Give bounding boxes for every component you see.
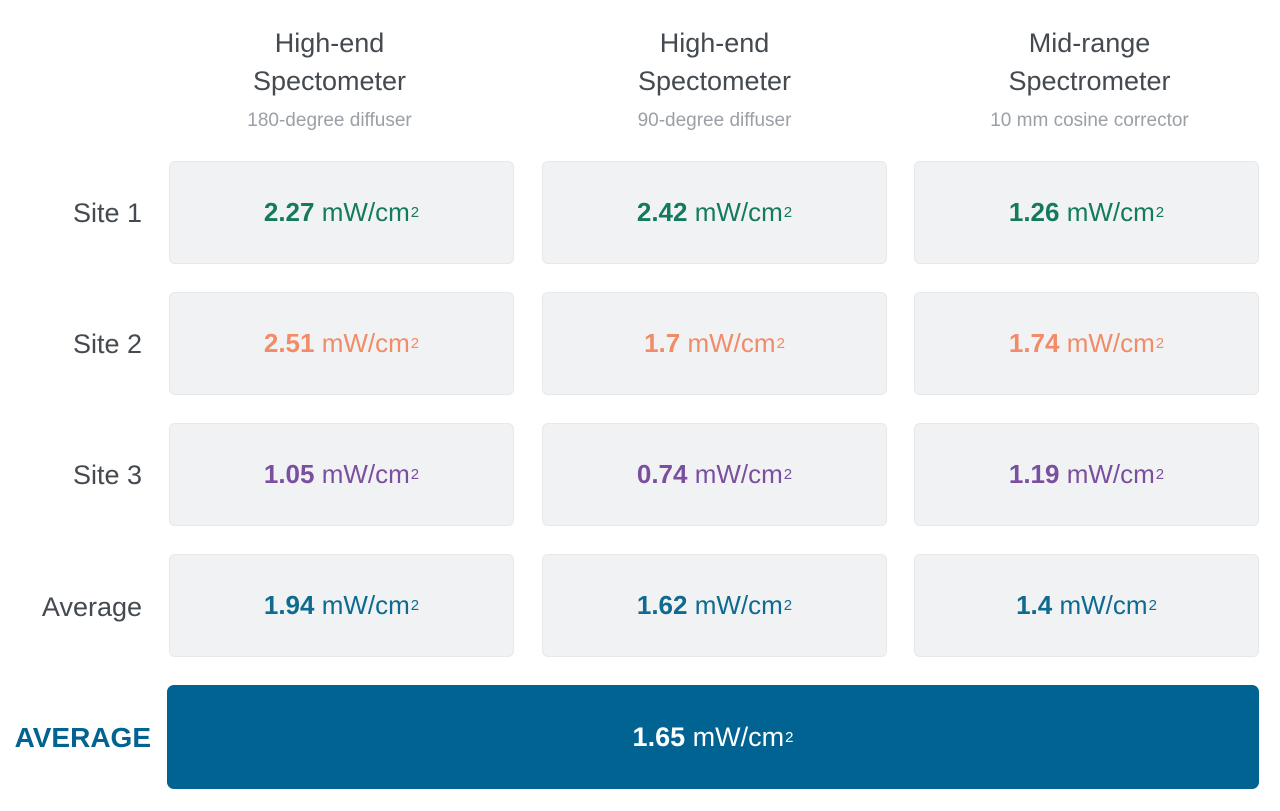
- unit-exponent: 2: [1155, 466, 1165, 483]
- value-cell: 2.51 mW/cm 2: [169, 292, 514, 395]
- row-label-site-3: Site 3: [72, 460, 142, 490]
- value-cell: 1.7 mW/cm 2: [542, 292, 887, 395]
- unit-exponent: 2: [410, 204, 420, 221]
- overall-average-label: AVERAGE: [14, 722, 151, 753]
- value-number: 1.4: [1016, 590, 1053, 620]
- value-cell: 0.74 mW/cm 2: [542, 423, 887, 526]
- value-number: 2.42: [636, 197, 688, 227]
- unit-text: mW/cm: [1066, 197, 1155, 227]
- value-number: 1.26: [1008, 197, 1060, 227]
- unit-text: mW/cm: [321, 197, 410, 227]
- value-cell: 2.27 mW/cm 2: [169, 161, 514, 264]
- unit-exponent: 2: [1148, 597, 1157, 614]
- column-header-1: High-end Spectometer 180-degree diffuser: [157, 24, 502, 133]
- column-title-line2: Spectrometer: [1008, 66, 1171, 96]
- value-number: 0.74: [636, 459, 688, 489]
- value-number: 1.05: [263, 459, 315, 489]
- unit-exponent: 2: [410, 335, 420, 352]
- unit-text: mW/cm: [694, 590, 783, 620]
- row-label-site-1: Site 1: [72, 198, 142, 228]
- unit-exponent: 2: [776, 335, 785, 352]
- column-subtitle: 90-degree diffuser: [637, 110, 792, 131]
- unit-text: mW/cm: [1066, 328, 1155, 358]
- value-number: 1.74: [1008, 328, 1060, 358]
- unit-exponent: 2: [783, 597, 793, 614]
- column-title-line1: Mid-range: [1028, 28, 1151, 58]
- value-number: 2.27: [263, 197, 315, 227]
- value-cell: 1.62 mW/cm 2: [542, 554, 887, 657]
- value-number: 1.19: [1008, 459, 1060, 489]
- unit-exponent: 2: [1155, 335, 1165, 352]
- unit-text: mW/cm: [1059, 590, 1148, 620]
- unit-exponent: 2: [785, 728, 794, 746]
- column-subtitle: 10 mm cosine corrector: [990, 110, 1189, 131]
- value-number: 1.94: [263, 590, 315, 620]
- unit-text: mW/cm: [321, 590, 410, 620]
- column-title-line2: Spectometer: [637, 66, 792, 96]
- value-cell: 1.19 mW/cm 2: [914, 423, 1259, 526]
- unit-text: mW/cm: [694, 197, 783, 227]
- overall-average-bar: 1.65 mW/cm 2: [167, 685, 1259, 789]
- value-cell: 1.74 mW/cm 2: [914, 292, 1259, 395]
- unit-text: mW/cm: [321, 459, 410, 489]
- value-cell: 1.05 mW/cm 2: [169, 423, 514, 526]
- column-header-2: High-end Spectometer 90-degree diffuser: [542, 24, 887, 133]
- value-number: 1.7: [644, 328, 681, 358]
- column-header-3: Mid-range Spectrometer 10 mm cosine corr…: [917, 24, 1262, 133]
- value-number: 1.62: [636, 590, 688, 620]
- overall-average-value: 1.65: [632, 721, 686, 752]
- value-cell: 1.4 mW/cm 2: [914, 554, 1259, 657]
- unit-text: mW/cm: [692, 721, 785, 752]
- unit-text: mW/cm: [1066, 459, 1155, 489]
- unit-text: mW/cm: [687, 328, 776, 358]
- column-subtitle: 180-degree diffuser: [247, 110, 412, 131]
- unit-exponent: 2: [783, 204, 793, 221]
- column-title-line1: High-end: [659, 28, 770, 58]
- unit-text: mW/cm: [694, 459, 783, 489]
- unit-exponent: 2: [410, 466, 420, 483]
- value-number: 2.51: [263, 328, 315, 358]
- row-label-average: Average: [41, 592, 142, 622]
- row-label-site-2: Site 2: [72, 329, 142, 359]
- column-title-line2: Spectometer: [252, 66, 407, 96]
- unit-text: mW/cm: [321, 328, 410, 358]
- unit-exponent: 2: [410, 597, 420, 614]
- value-cell: 1.94 mW/cm 2: [169, 554, 514, 657]
- unit-exponent: 2: [1155, 204, 1165, 221]
- value-cell: 1.26 mW/cm 2: [914, 161, 1259, 264]
- unit-exponent: 2: [783, 466, 793, 483]
- column-title-line1: High-end: [274, 28, 385, 58]
- value-cell: 2.42 mW/cm 2: [542, 161, 887, 264]
